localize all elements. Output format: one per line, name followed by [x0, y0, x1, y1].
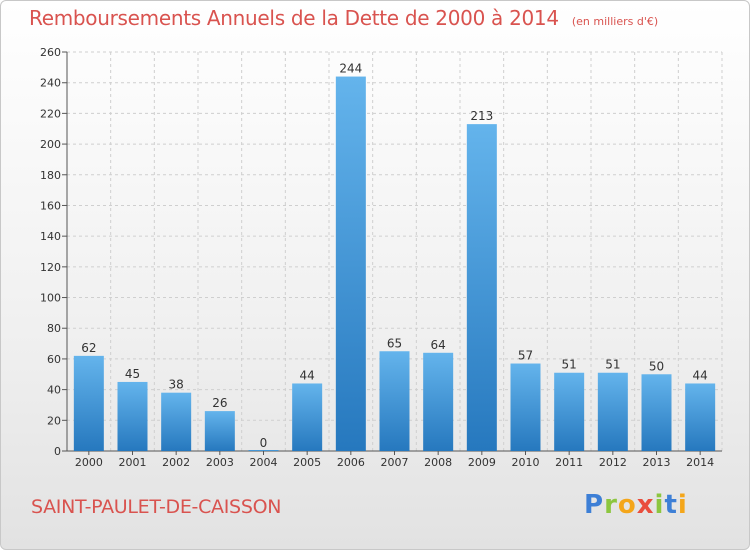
bar	[554, 372, 585, 451]
bar	[641, 374, 672, 451]
x-tick-label: 2006	[337, 456, 365, 469]
bar	[510, 363, 541, 451]
data-label: 64	[431, 338, 446, 352]
logo-letter: r	[604, 490, 618, 520]
y-tick-label: 160	[40, 199, 61, 212]
bar	[73, 355, 104, 451]
chart-title: Remboursements Annuels de la Dette de 20…	[29, 6, 658, 30]
proxiti-logo[interactable]: Proxiti	[584, 490, 688, 520]
y-tick-label: 80	[47, 322, 61, 335]
y-tick-label: 100	[40, 292, 61, 305]
grid-lines	[67, 51, 723, 451]
y-tick-label: 60	[47, 353, 61, 366]
logo-letter: t	[664, 490, 678, 520]
y-tick-label: 20	[47, 414, 61, 427]
x-tick-label: 2009	[468, 456, 496, 469]
data-label: 0	[260, 436, 268, 450]
bar	[161, 392, 192, 451]
chart-unit-note: (en milliers d'€)	[571, 15, 659, 28]
chart-title-text: Remboursements Annuels de la Dette de 20…	[29, 6, 559, 30]
bar	[335, 76, 366, 452]
x-tick-label: 2003	[206, 456, 234, 469]
y-tick-label: 180	[40, 169, 61, 182]
bar	[466, 124, 497, 451]
x-tick-label: 2012	[599, 456, 627, 469]
bar	[597, 372, 628, 451]
bar	[117, 381, 148, 451]
logo-letter: P	[584, 490, 605, 520]
x-tick-label: 2014	[686, 456, 714, 469]
data-label: 44	[300, 368, 315, 382]
logo-letter: o	[617, 490, 637, 520]
x-tick-label: 2005	[293, 456, 321, 469]
y-tick-label: 240	[40, 77, 61, 90]
data-label: 65	[387, 336, 402, 350]
x-tick-label: 2002	[162, 456, 190, 469]
data-label: 38	[169, 378, 184, 392]
y-tick-label: 120	[40, 261, 61, 274]
data-label: 213	[470, 109, 493, 123]
bar	[423, 352, 454, 451]
commune-name: SAINT-PAULET-DE-CAISSON	[31, 496, 282, 518]
x-tick-label: 2000	[75, 456, 103, 469]
bar	[292, 383, 323, 451]
x-tick-label: 2007	[381, 456, 409, 469]
data-label: 51	[605, 358, 620, 372]
data-label: 62	[81, 341, 96, 355]
y-tick-label: 0	[54, 445, 61, 458]
y-tick-label: 40	[47, 384, 61, 397]
logo-letter: i	[654, 490, 665, 520]
logo-letter: i	[677, 490, 688, 520]
x-tick-label: 2004	[250, 456, 278, 469]
data-label: 51	[562, 358, 577, 372]
data-label: 26	[212, 396, 227, 410]
data-label: 244	[339, 62, 362, 76]
labels: 62 45 38 26 0 44 244 65 64 213 57 51 51 50 44	[81, 62, 708, 450]
y-tick-label: 220	[40, 107, 61, 120]
data-label: 44	[693, 368, 708, 382]
data-label: 57	[518, 349, 533, 363]
bars	[73, 76, 716, 452]
x-tick-label: 2010	[512, 456, 540, 469]
y-tick-label: 260	[40, 46, 61, 59]
data-label: 45	[125, 367, 140, 381]
bar	[204, 411, 235, 451]
x-tick-label: 2001	[119, 456, 147, 469]
logo-letter: x	[636, 490, 655, 520]
data-label: 50	[649, 359, 664, 373]
bar	[248, 450, 279, 451]
x-tick-label: 2013	[643, 456, 671, 469]
x-tick-label: 2008	[424, 456, 452, 469]
bar	[379, 351, 410, 451]
y-tick-label: 140	[40, 230, 61, 243]
x-tick-label: 2011	[555, 456, 583, 469]
bar	[685, 383, 716, 451]
y-tick-label: 200	[40, 138, 61, 151]
